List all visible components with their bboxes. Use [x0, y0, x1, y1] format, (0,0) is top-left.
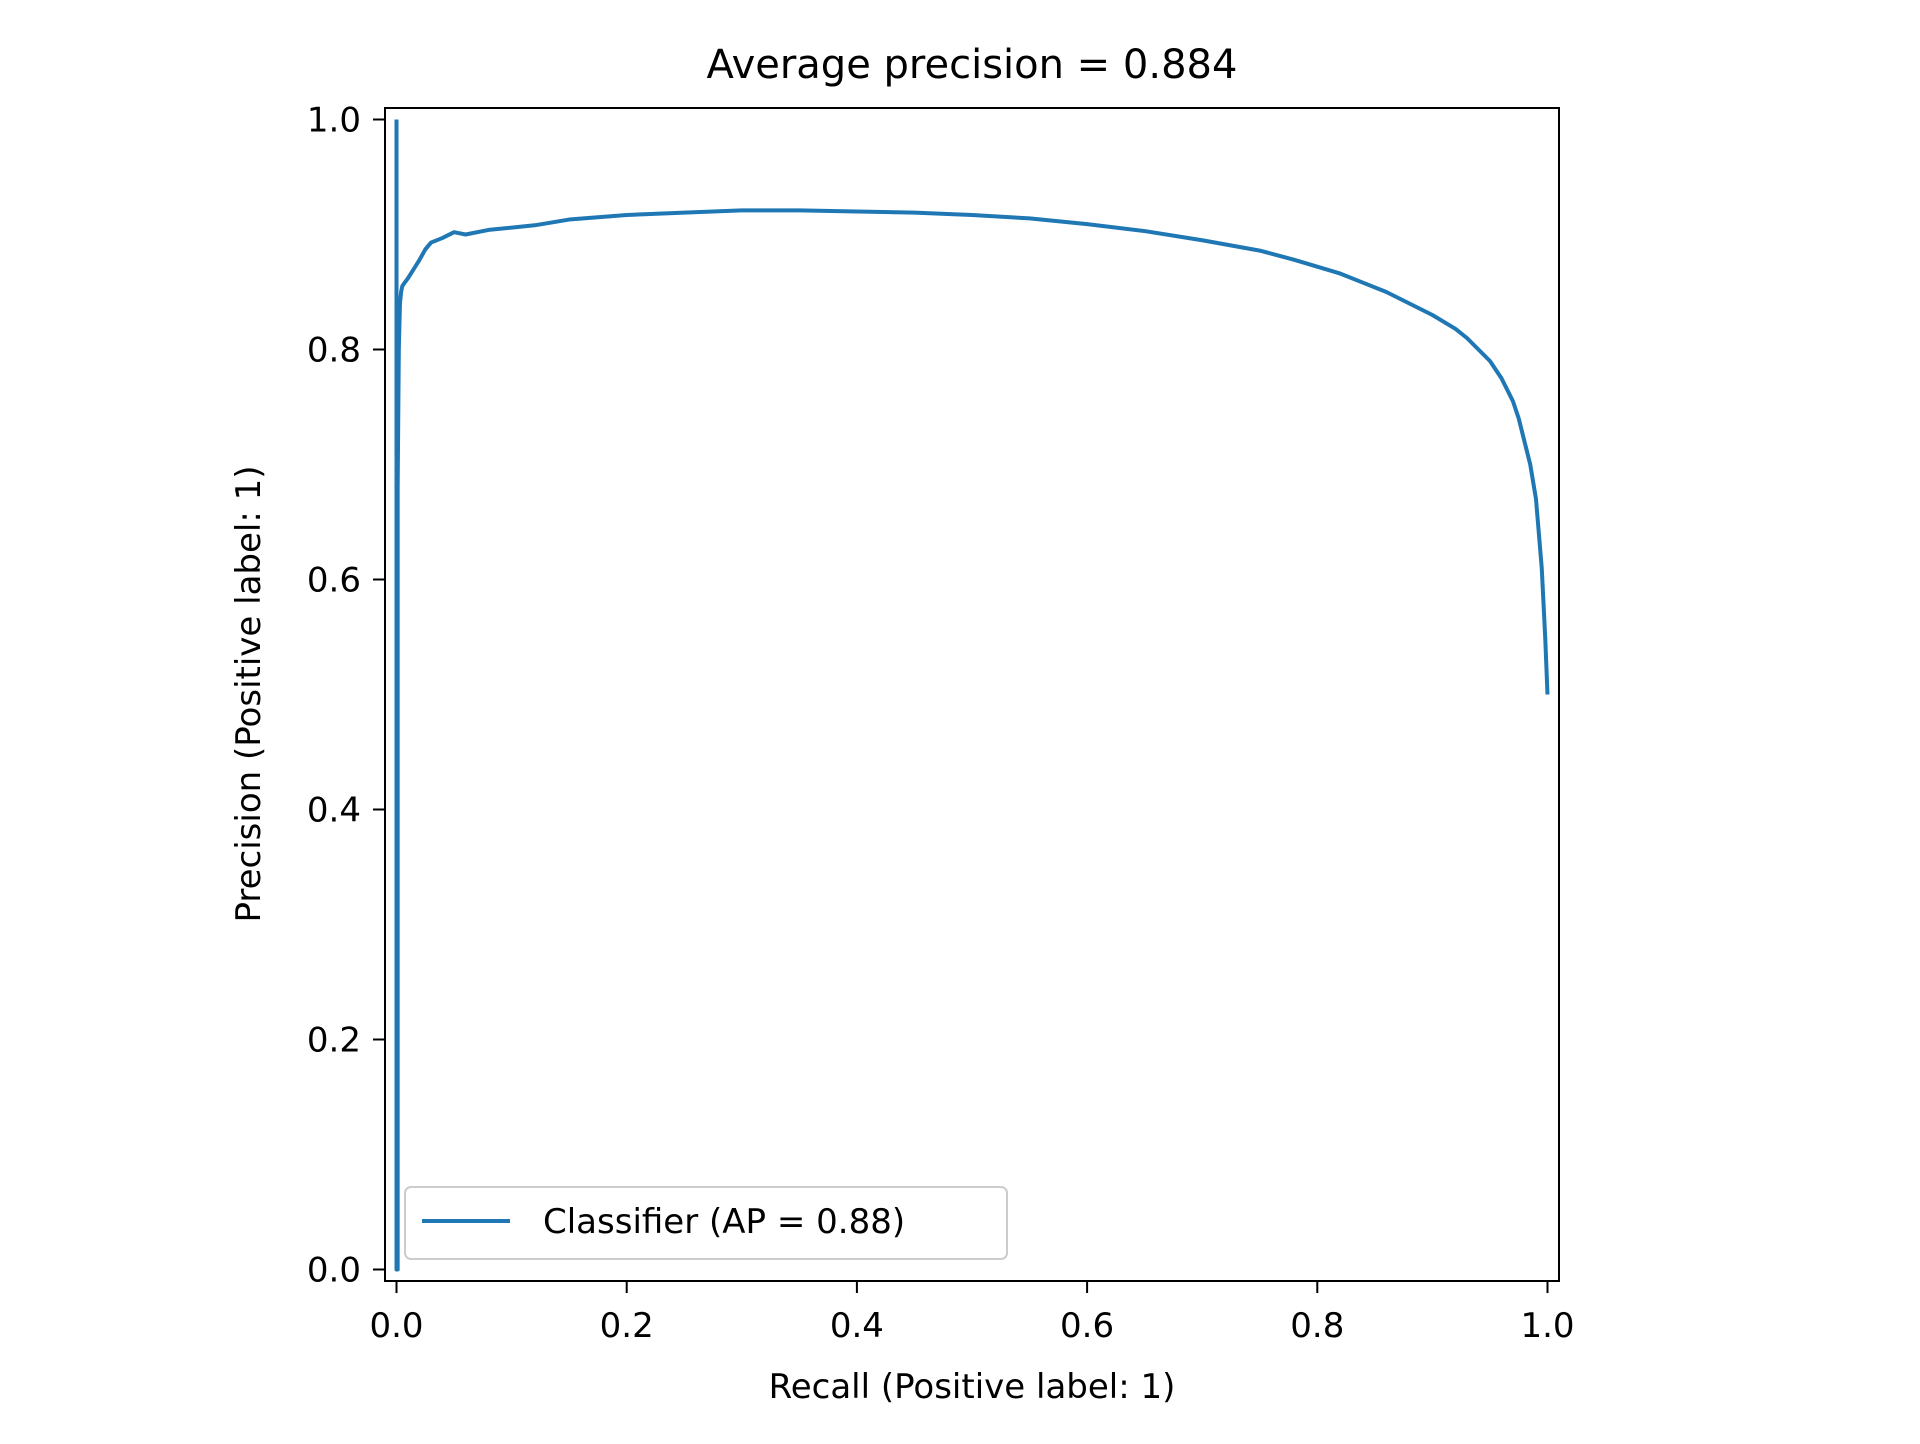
x-tick-label: 0.0 — [369, 1306, 423, 1346]
y-tick-label: 0.6 — [307, 561, 361, 601]
legend-label: Classifier (AP = 0.88) — [543, 1202, 905, 1242]
chart-title: Average precision = 0.884 — [707, 42, 1238, 88]
x-tick-label: 0.8 — [1290, 1306, 1344, 1346]
axes-frame — [384, 107, 1560, 1282]
x-tick-label: 0.4 — [830, 1306, 884, 1346]
legend: Classifier (AP = 0.88) — [404, 1186, 1008, 1260]
y-axis-label: Precision (Positive label: 1) — [229, 465, 269, 922]
plot-area — [385, 108, 1559, 1281]
x-tick-label: 1.0 — [1520, 1306, 1574, 1346]
legend-box — [404, 1186, 1008, 1260]
x-tick-label: 0.2 — [600, 1306, 654, 1346]
x-axis-label: Recall (Positive label: 1) — [769, 1367, 1176, 1407]
y-tick-label: 0.4 — [307, 791, 361, 831]
y-tick-label: 1.0 — [307, 101, 361, 141]
x-axis-ticks: 0.0 0.2 0.4 0.6 0.8 1.0 — [369, 1281, 1575, 1346]
x-tick-label: 0.6 — [1060, 1306, 1114, 1346]
y-tick-label: 0.8 — [307, 331, 361, 371]
series-line-1 — [394, 119, 1550, 1272]
y-tick-label: 0.0 — [307, 1251, 361, 1291]
curve-layer — [394, 119, 1550, 1272]
y-axis-ticks: 0.0 0.2 0.4 0.6 0.8 1.0 — [307, 101, 385, 1291]
y-tick-label: 0.2 — [307, 1021, 361, 1061]
